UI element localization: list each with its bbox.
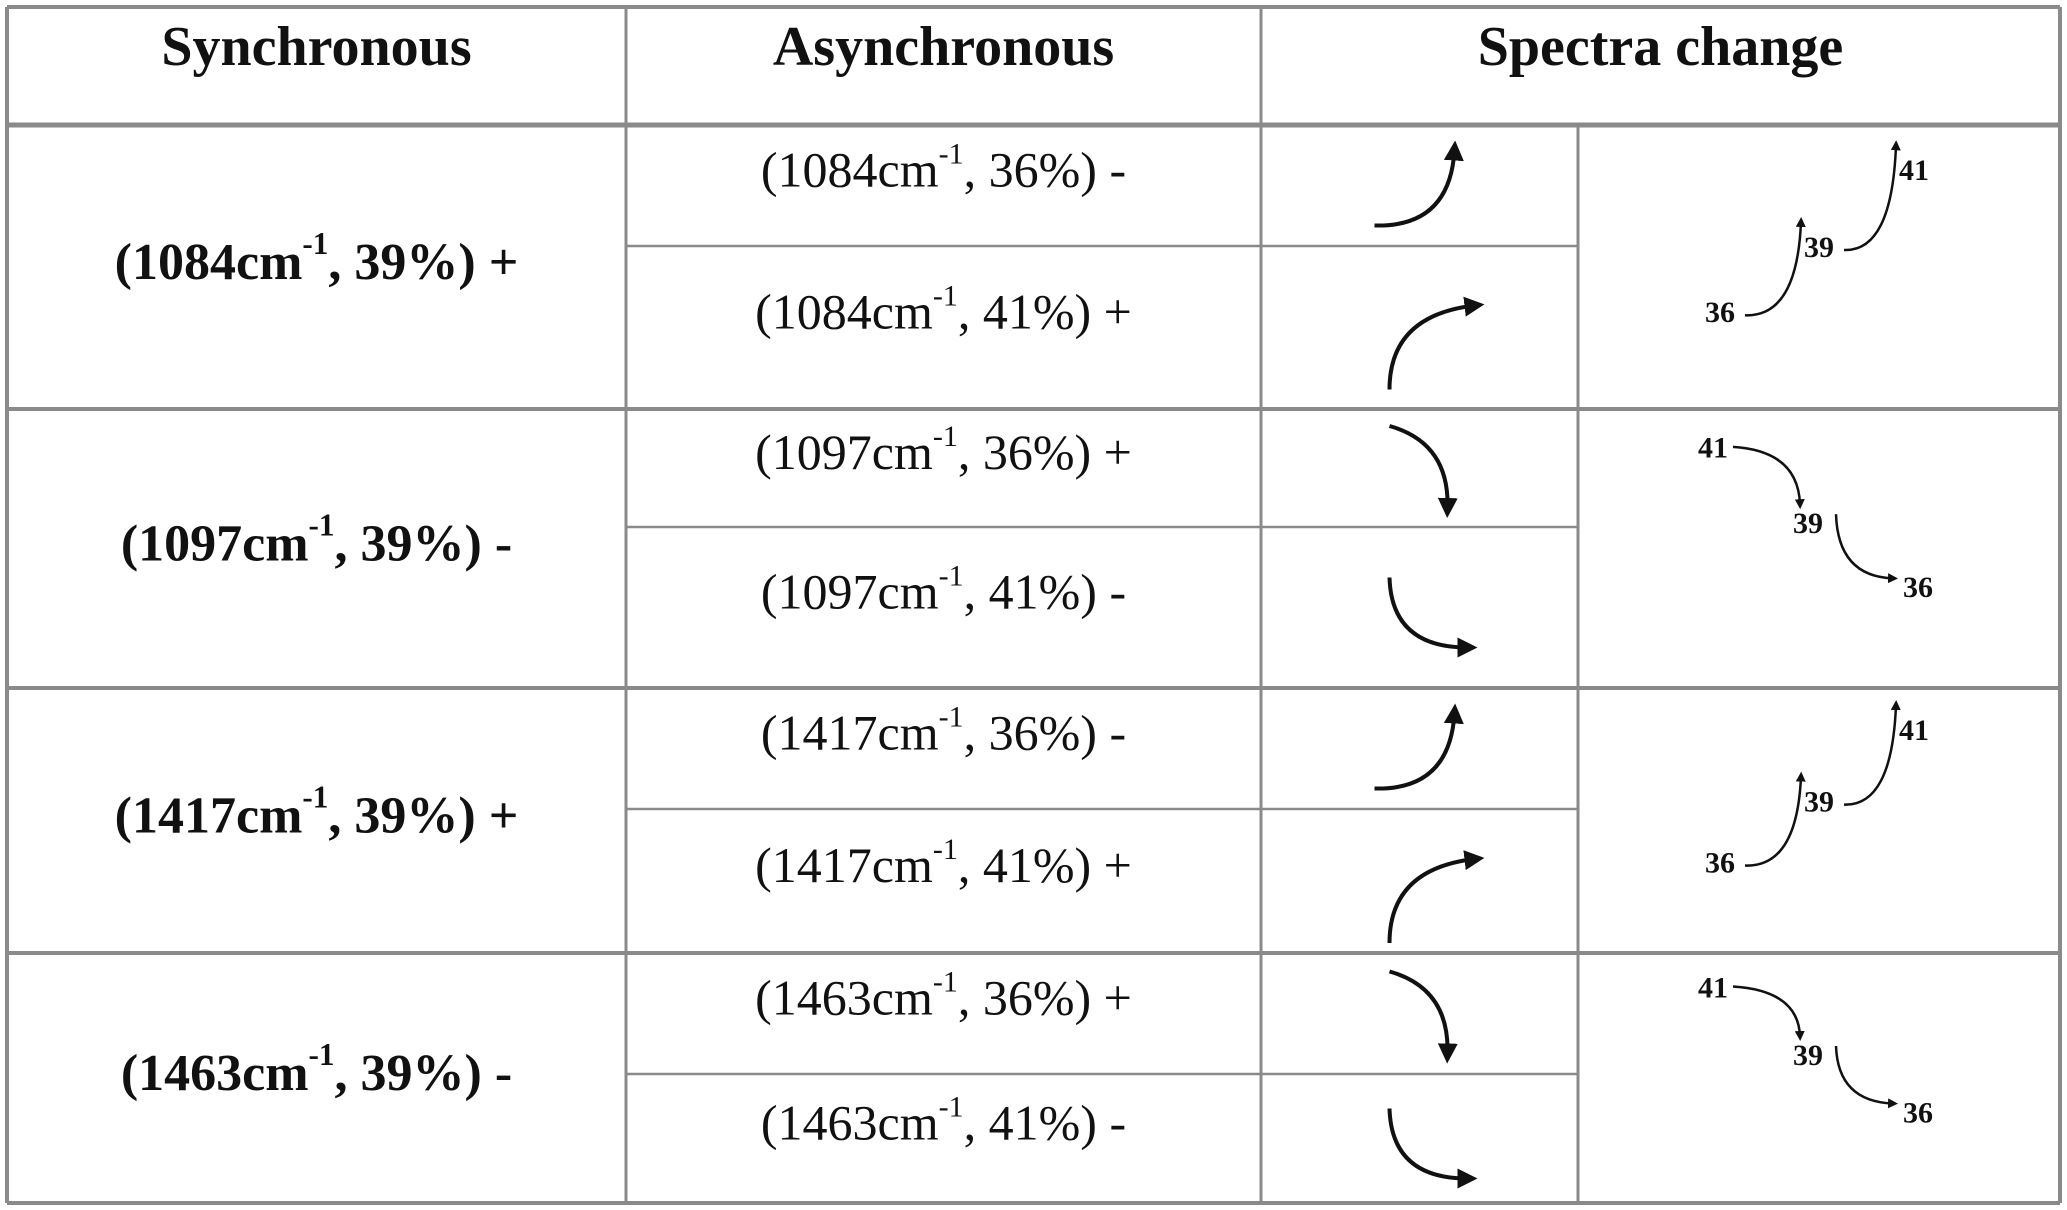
cell-text: (1463cm-1, 36%) + <box>755 965 1132 1026</box>
cell-text: (1417cm-1, 39%) + <box>115 780 519 845</box>
cell-text: (1463cm-1, 41%) - <box>761 1090 1126 1151</box>
cell-tail: , 39%) + <box>328 234 518 291</box>
cell-text: (1097cm-1, 41%) - <box>761 559 1126 620</box>
cell-text: (1084cm-1, 41%) + <box>755 279 1132 340</box>
cell-main: (1463cm <box>761 1095 939 1151</box>
cell-main: (1084cm <box>755 284 933 340</box>
trend-arrow <box>1374 140 1464 228</box>
cell-sup: -1 <box>302 780 328 815</box>
trend-arrow <box>1387 1108 1478 1189</box>
trend-arrow <box>1387 850 1485 944</box>
trend-label: 41 <box>1698 432 1728 465</box>
trend-label: 41 <box>1899 154 1929 187</box>
cell-text: (1097cm-1, 36%) + <box>755 420 1132 481</box>
trend-mini-arrow <box>1843 140 1901 252</box>
trend-label: 39 <box>1804 231 1834 264</box>
cell-main: (1417cm <box>755 837 933 893</box>
trend-mini-arrow <box>1843 700 1901 806</box>
trend-arrow <box>1388 969 1458 1064</box>
cell-sup: -1 <box>939 700 964 733</box>
cell-sup: -1 <box>309 508 335 543</box>
cell-text: (1463cm-1, 39%) - <box>121 1037 512 1102</box>
cell-tail: , 36%) - <box>964 705 1126 761</box>
trend-label: 39 <box>1804 785 1834 818</box>
trend-label: 41 <box>1899 714 1929 747</box>
cell-tail: , 39%) - <box>335 515 513 572</box>
trend-mini-arrow <box>1744 216 1806 317</box>
cell-sup: -1 <box>939 559 964 592</box>
cell-sup: -1 <box>939 1090 964 1123</box>
cell-tail: , 39%) + <box>328 787 518 844</box>
cell-text: (1417cm-1, 36%) - <box>761 700 1126 761</box>
cell-sup: -1 <box>933 420 958 453</box>
trend-arrow <box>1387 296 1485 390</box>
cell-tail: , 36%) - <box>964 142 1126 198</box>
cell-main: (1097cm <box>755 424 933 480</box>
cell-main: (1463cm <box>755 970 933 1026</box>
cell-sup: -1 <box>933 279 958 312</box>
trend-mini-arrow <box>1732 985 1805 1041</box>
cell-sup: -1 <box>933 965 958 998</box>
trend-label: 36 <box>1705 846 1735 879</box>
header-cell: Spectra change <box>1478 16 1844 78</box>
cell-main: (1417cm <box>115 787 303 844</box>
cell-main: (1463cm <box>121 1045 309 1102</box>
cell-tail: , 36%) + <box>958 424 1132 480</box>
cell-tail: , 41%) + <box>958 837 1132 893</box>
trend-label: 39 <box>1793 507 1823 540</box>
trend-label: 41 <box>1698 971 1728 1004</box>
cell-tail: , 36%) + <box>958 970 1132 1026</box>
trend-arrow <box>1387 577 1478 658</box>
cell-sup: -1 <box>933 833 958 866</box>
cell-tail: , 41%) - <box>964 564 1126 620</box>
cell-tail: , 41%) - <box>964 1095 1126 1151</box>
trend-label: 36 <box>1705 296 1735 329</box>
trend-arrow <box>1374 703 1464 791</box>
trend-label: 39 <box>1793 1039 1823 1072</box>
trend-arrow <box>1388 424 1458 518</box>
cell-tail: , 39%) - <box>335 1045 513 1102</box>
cell-main: (1097cm <box>761 564 939 620</box>
cell-tail: , 41%) + <box>958 284 1132 340</box>
trend-label: 36 <box>1903 571 1933 604</box>
cell-text: (1084cm-1, 39%) + <box>115 226 519 291</box>
cell-text: (1417cm-1, 41%) + <box>755 833 1132 894</box>
trend-mini-arrow <box>1744 771 1806 867</box>
trend-label: 36 <box>1903 1096 1933 1129</box>
cell-main: (1084cm <box>761 142 939 198</box>
cell-main: (1417cm <box>761 705 939 761</box>
trend-mini-arrow <box>1834 514 1898 584</box>
cell-main: (1097cm <box>121 515 309 572</box>
trend-mini-arrow <box>1834 1045 1898 1109</box>
cell-sup: -1 <box>302 226 328 261</box>
cell-text: (1097cm-1, 39%) - <box>121 508 512 573</box>
cell-main: (1084cm <box>115 234 303 291</box>
cell-sup: -1 <box>309 1037 335 1072</box>
header-cell: Synchronous <box>161 16 471 78</box>
header-cell: Asynchronous <box>773 16 1114 78</box>
cell-sup: -1 <box>939 137 964 170</box>
trend-mini-arrow <box>1732 445 1805 510</box>
cell-text: (1084cm-1, 36%) - <box>761 137 1126 198</box>
